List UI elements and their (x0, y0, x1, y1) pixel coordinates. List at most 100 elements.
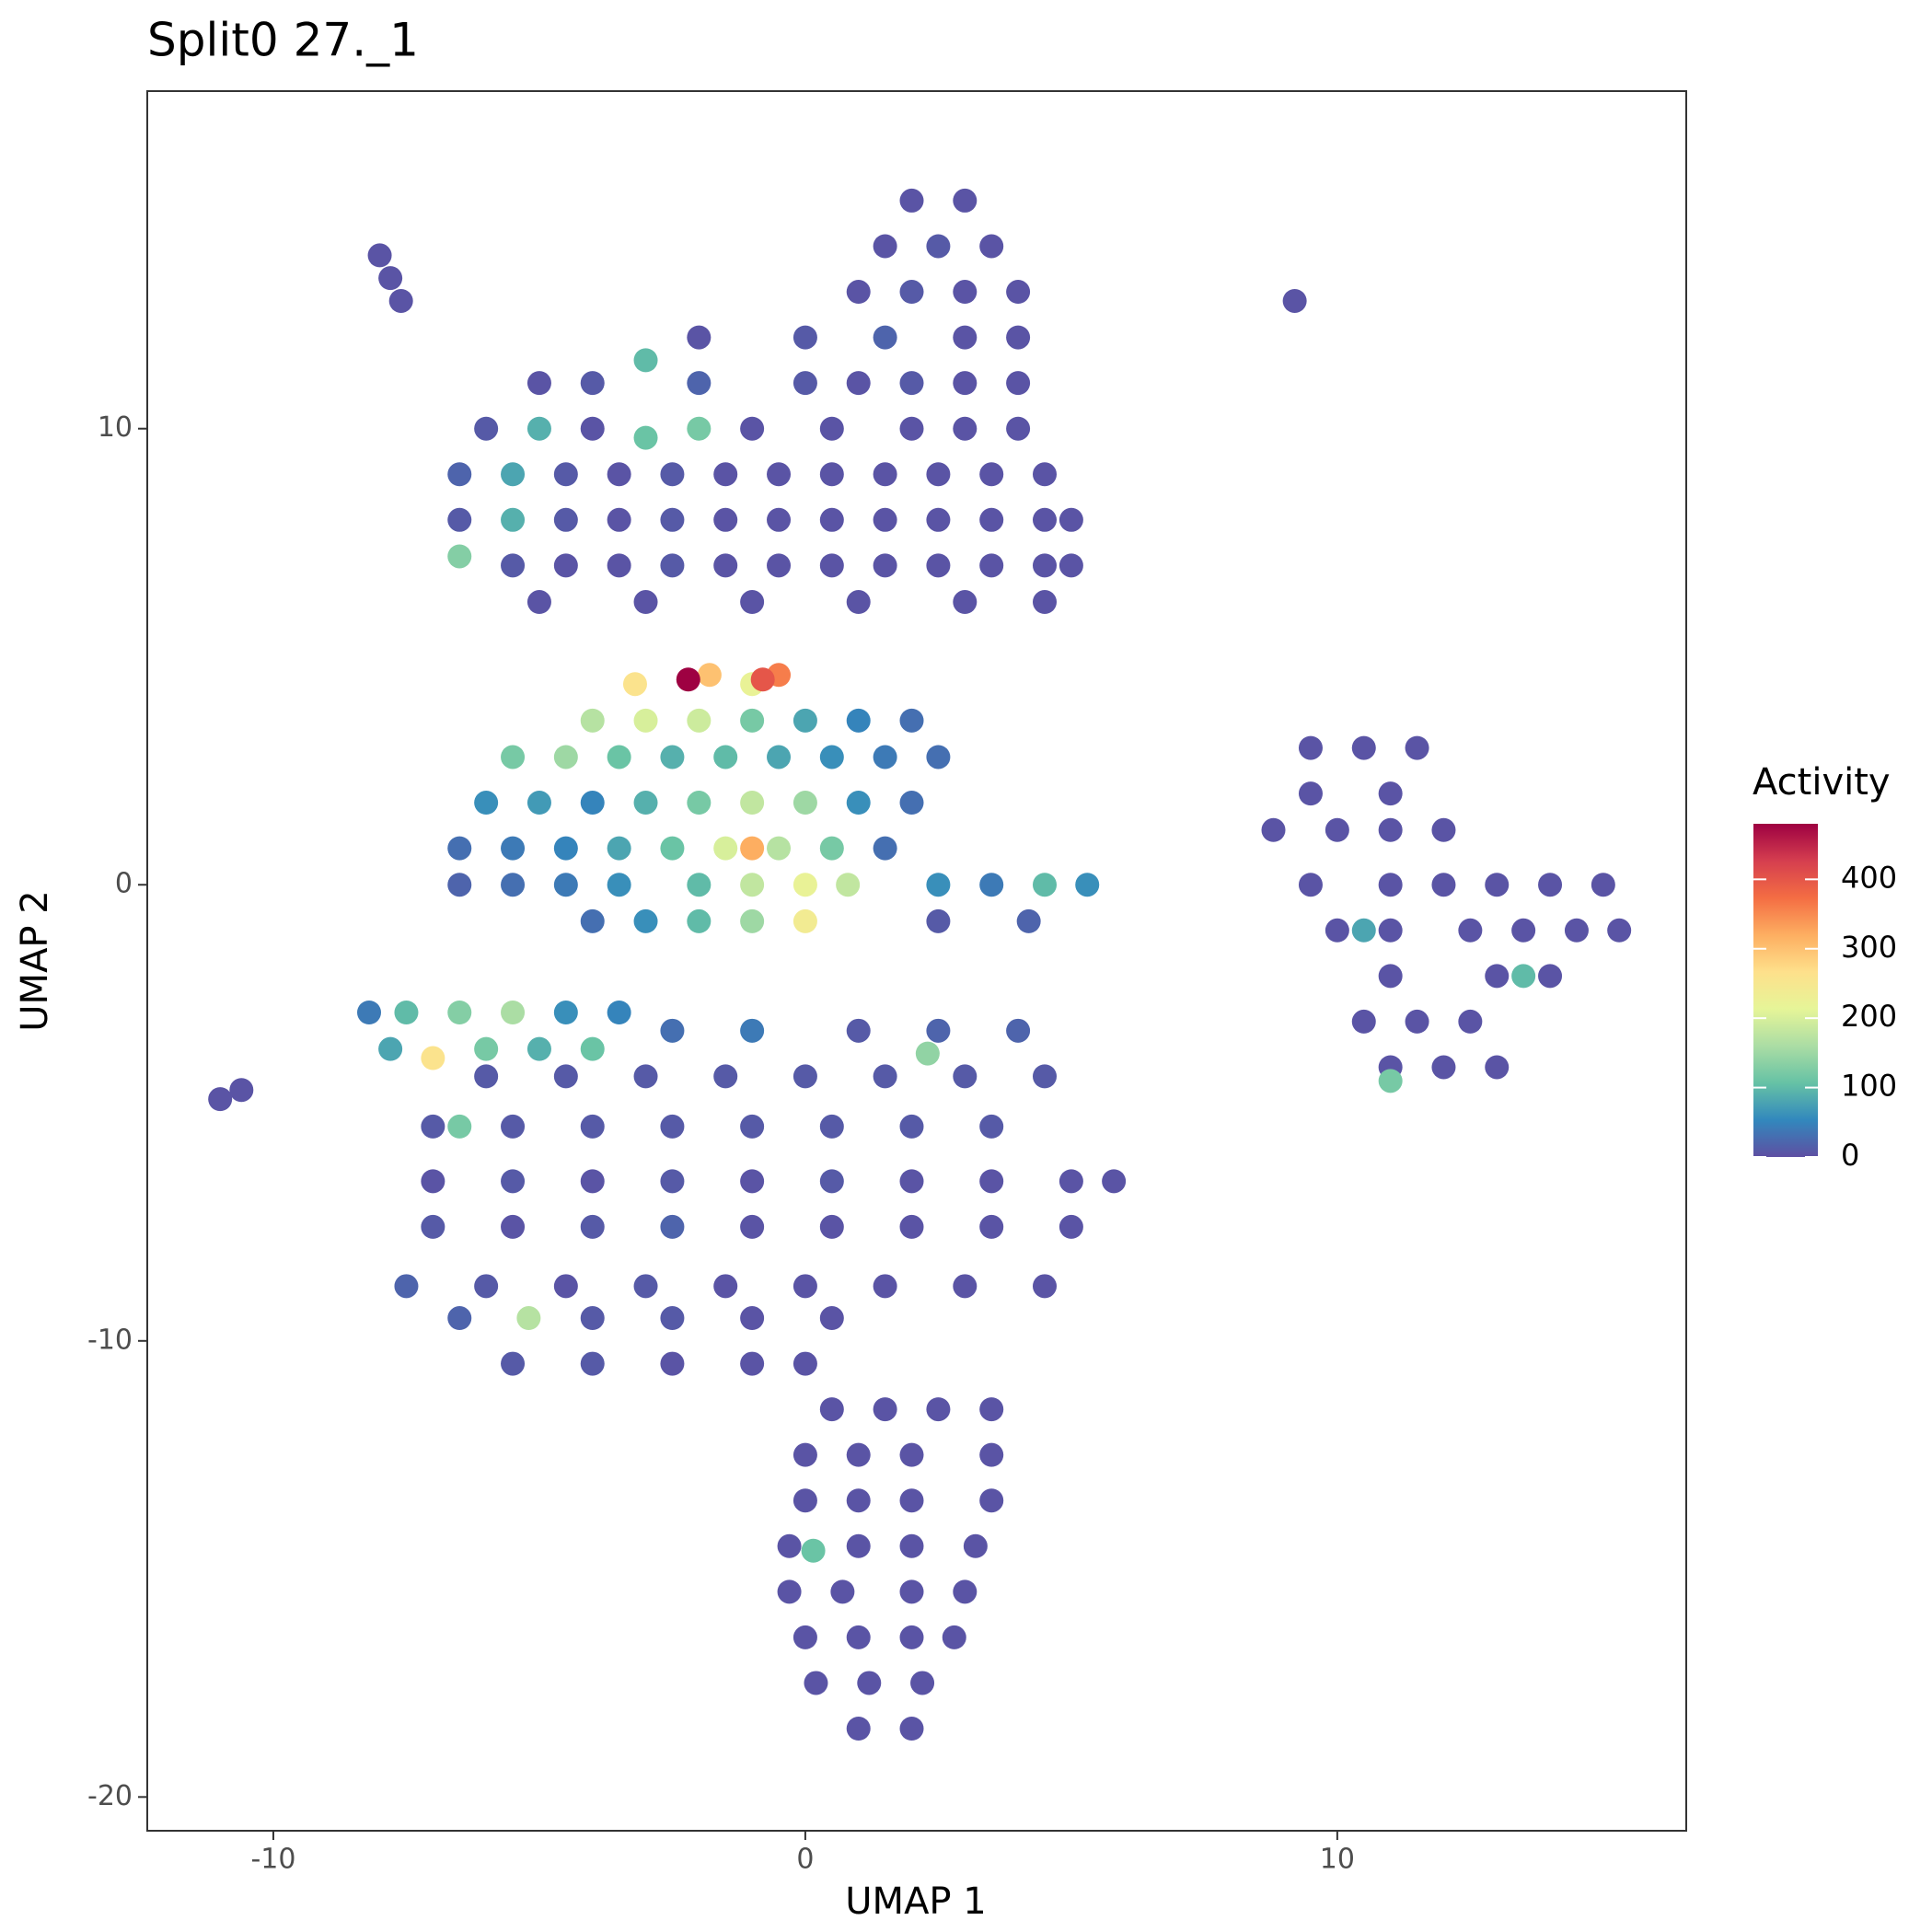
point (1006, 1018, 1031, 1043)
point (660, 836, 685, 861)
point (633, 590, 658, 615)
point (740, 416, 765, 441)
point (792, 873, 817, 897)
point (1405, 1009, 1429, 1034)
point (687, 325, 711, 350)
point (979, 234, 1004, 259)
point (713, 462, 738, 487)
point (1059, 1169, 1083, 1194)
point (767, 462, 792, 487)
point (819, 745, 844, 769)
point (660, 1351, 685, 1376)
point (873, 325, 897, 350)
point (819, 462, 844, 487)
point (1511, 964, 1536, 989)
point (1006, 371, 1031, 396)
point (1006, 280, 1031, 305)
point (899, 1214, 924, 1239)
point (1564, 918, 1589, 943)
point (740, 590, 765, 615)
point (1431, 817, 1456, 842)
colorbar-label: 200 (1841, 999, 1897, 1034)
point (501, 1214, 526, 1239)
point (208, 1087, 233, 1112)
point (607, 873, 631, 897)
point (740, 1114, 765, 1139)
point (873, 1064, 897, 1089)
point (819, 1169, 844, 1194)
point (1351, 918, 1376, 943)
point (846, 708, 871, 733)
colorbar-label: 400 (1841, 860, 1897, 895)
point (1378, 964, 1403, 989)
colorbar (1753, 824, 1818, 1157)
point (792, 1442, 817, 1467)
point (1405, 735, 1429, 760)
point (501, 507, 526, 532)
point (474, 1036, 499, 1061)
point (846, 1533, 871, 1558)
point (846, 1716, 871, 1741)
point (1351, 735, 1376, 760)
point (767, 745, 792, 769)
point (926, 1397, 951, 1422)
point (792, 908, 817, 933)
point (367, 243, 392, 268)
point (819, 416, 844, 441)
point (580, 1306, 605, 1331)
point (953, 280, 978, 305)
point (1378, 781, 1403, 806)
point (1485, 1055, 1510, 1080)
point (607, 836, 631, 861)
point (447, 462, 472, 487)
point (660, 1018, 685, 1043)
point (873, 234, 897, 259)
point (819, 1214, 844, 1239)
point (660, 553, 685, 578)
point (792, 1274, 817, 1299)
point (607, 462, 631, 487)
point (357, 1000, 382, 1024)
point (687, 371, 711, 396)
point (474, 1064, 499, 1089)
point (1378, 1069, 1403, 1093)
y-tick-label: 10 (98, 411, 133, 444)
point (740, 1306, 765, 1331)
point (229, 1078, 254, 1103)
point (910, 1671, 935, 1695)
point (1511, 918, 1536, 943)
point (633, 908, 658, 933)
point (740, 1351, 765, 1376)
point (953, 371, 978, 396)
point (899, 1625, 924, 1649)
point (447, 507, 472, 532)
point (926, 873, 951, 897)
point (792, 791, 817, 816)
point (750, 667, 775, 692)
point (740, 908, 765, 933)
point (846, 590, 871, 615)
point (899, 280, 924, 305)
point (553, 836, 578, 861)
point (926, 462, 951, 487)
point (1607, 918, 1632, 943)
point (580, 416, 605, 441)
point (792, 1625, 817, 1649)
point (660, 462, 685, 487)
point (846, 791, 871, 816)
point (553, 507, 578, 532)
point (697, 663, 722, 688)
point (421, 1214, 445, 1239)
point (1378, 817, 1403, 842)
point (819, 1114, 844, 1139)
point (777, 1579, 802, 1604)
point (899, 416, 924, 441)
point (1032, 590, 1057, 615)
point (1059, 553, 1083, 578)
legend-title: Activity (1753, 761, 1891, 804)
point (1298, 735, 1323, 760)
point (1032, 1274, 1057, 1299)
point (378, 266, 403, 291)
point (660, 745, 685, 769)
point (501, 1169, 526, 1194)
